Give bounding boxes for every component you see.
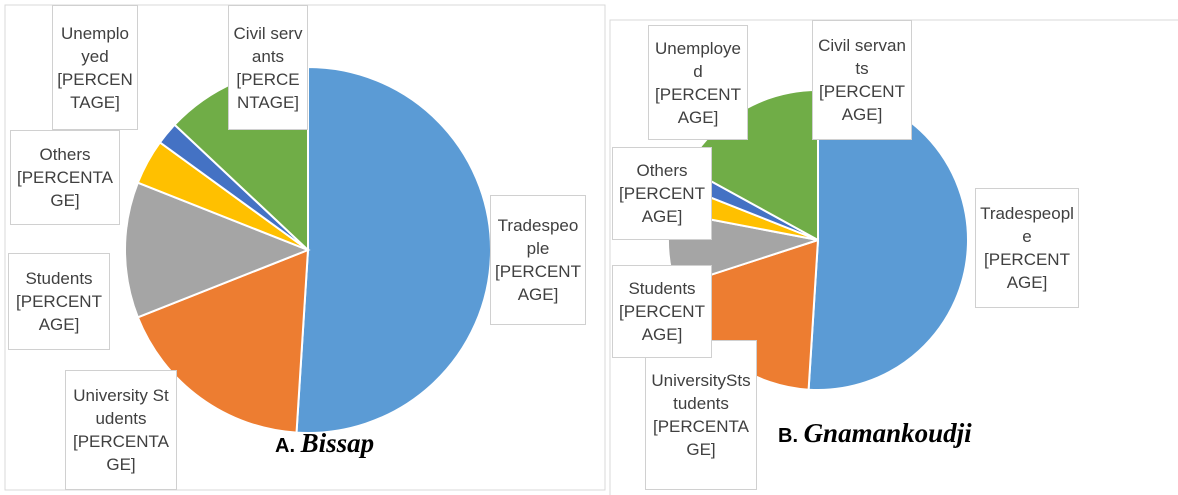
value-label: [PERCENTAGE] bbox=[236, 69, 300, 112]
value-label: [PERCENTAGE] bbox=[57, 69, 133, 112]
slice-label: Others [PERCENTAGE] bbox=[10, 130, 120, 225]
chart-title: B. Gnamankoudji bbox=[778, 418, 972, 449]
slice-label: Unemployed [PERCENTAGE] bbox=[648, 25, 748, 140]
value-label: [PERCENTAGE] bbox=[984, 250, 1070, 292]
category-name: UniversityStstudents bbox=[651, 371, 751, 413]
category-name: Tradespeople bbox=[497, 216, 579, 258]
category-name: University Students bbox=[73, 386, 169, 428]
chart-name: Bissap bbox=[300, 428, 375, 458]
value-label: [PERCENTAGE] bbox=[652, 417, 750, 459]
slice-label: University Students [PERCENTAGE] bbox=[65, 370, 177, 490]
category-name: Unemployed bbox=[60, 23, 130, 66]
value-label: [PERCENTAGE] bbox=[16, 292, 102, 334]
chart-letter: B. bbox=[778, 425, 798, 447]
slice-label: Unemployed [PERCENTAGE] bbox=[52, 5, 138, 130]
category-name: Unemployed bbox=[655, 38, 741, 81]
category-name: Students bbox=[628, 279, 696, 298]
category-name: Students bbox=[25, 269, 93, 288]
category-name: Others bbox=[636, 161, 688, 180]
pie-slice bbox=[136, 248, 310, 434]
category-name: Civil servants bbox=[233, 23, 303, 66]
slice-label: Students [PERCENTAGE] bbox=[8, 253, 110, 350]
slice-label: Civil servants [PERCENTAGE] bbox=[228, 5, 308, 130]
value-label: [PERCENTAGE] bbox=[16, 168, 114, 210]
slice-label: Civil servants [PERCENTAGE] bbox=[812, 20, 912, 140]
chart-title: A. Bissap bbox=[275, 428, 374, 459]
value-label: [PERCENTAGE] bbox=[819, 82, 905, 124]
slice-label: Students [PERCENTAGE] bbox=[612, 265, 712, 358]
pie-slice bbox=[295, 65, 492, 434]
chart-name: Gnamankoudji bbox=[803, 418, 972, 448]
slice-label: UniversityStstudents [PERCENTAGE] bbox=[645, 340, 757, 490]
pie-slice bbox=[124, 181, 311, 319]
value-label: [PERCENTAGE] bbox=[655, 84, 741, 127]
chart-frame bbox=[609, 19, 1178, 495]
value-label: [PERCENTAGE] bbox=[619, 302, 705, 344]
slice-label: Tradespeople [PERCENTAGE] bbox=[975, 188, 1079, 308]
slice-label: Others [PERCENTAGE] bbox=[612, 147, 712, 240]
category-name: Civil servants bbox=[818, 36, 906, 78]
value-label: [PERCENTAGE] bbox=[72, 432, 170, 474]
value-label: [PERCENTAGE] bbox=[619, 184, 705, 226]
slice-label: Tradespeople [PERCENTAGE] bbox=[490, 195, 586, 325]
category-name: Tradespeople bbox=[980, 204, 1074, 246]
category-name: Others bbox=[39, 145, 91, 164]
value-label: [PERCENTAGE] bbox=[495, 262, 581, 304]
chart-letter: A. bbox=[275, 435, 295, 457]
